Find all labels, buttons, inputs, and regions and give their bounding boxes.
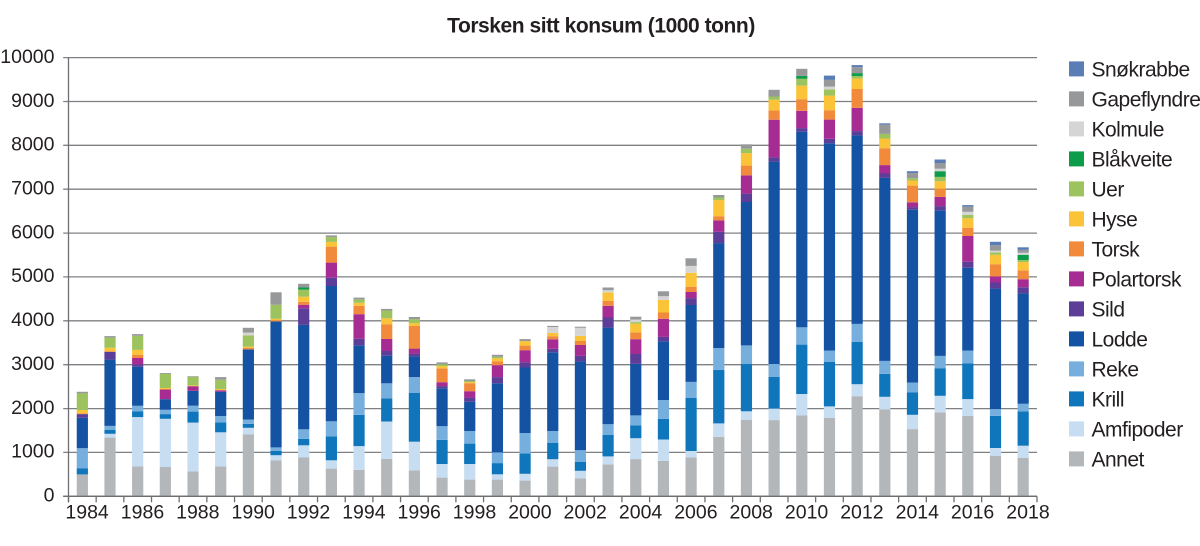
svg-text:Torsken sitt konsum (1000 tonn: Torsken sitt konsum (1000 tonn) — [447, 15, 755, 38]
svg-text:2000: 2000 — [508, 502, 552, 524]
svg-text:Uer: Uer — [1092, 178, 1125, 201]
svg-text:2016: 2016 — [951, 502, 994, 524]
svg-text:Torsk: Torsk — [1092, 238, 1141, 261]
svg-text:1988: 1988 — [176, 502, 219, 524]
svg-text:Reke: Reke — [1092, 358, 1139, 381]
svg-text:10000: 10000 — [0, 46, 54, 68]
svg-text:2008: 2008 — [730, 502, 773, 524]
svg-text:Snøkrabbe: Snøkrabbe — [1092, 58, 1190, 81]
svg-text:7000: 7000 — [11, 178, 55, 200]
svg-text:2004: 2004 — [619, 502, 663, 524]
svg-text:Annet: Annet — [1092, 448, 1145, 471]
svg-text:1992: 1992 — [287, 502, 330, 524]
svg-text:4000: 4000 — [11, 309, 55, 331]
svg-text:2018: 2018 — [1006, 502, 1049, 524]
svg-text:2012: 2012 — [840, 502, 883, 524]
svg-text:1984: 1984 — [65, 502, 109, 524]
svg-text:Krill: Krill — [1092, 388, 1125, 411]
svg-text:Polartorsk: Polartorsk — [1092, 268, 1183, 291]
svg-text:Gapeflyndre: Gapeflyndre — [1092, 88, 1200, 111]
svg-text:1998: 1998 — [453, 502, 496, 524]
svg-text:5000: 5000 — [11, 265, 55, 287]
svg-text:2002: 2002 — [564, 502, 607, 524]
svg-text:2006: 2006 — [674, 502, 717, 524]
svg-text:9000: 9000 — [11, 90, 55, 112]
svg-text:Sild: Sild — [1092, 298, 1125, 321]
svg-text:1990: 1990 — [232, 502, 276, 524]
svg-text:1000: 1000 — [11, 441, 55, 463]
svg-text:2010: 2010 — [785, 502, 829, 524]
svg-text:1986: 1986 — [121, 502, 164, 524]
svg-text:Kolmule: Kolmule — [1092, 118, 1164, 141]
svg-text:Hyse: Hyse — [1092, 208, 1138, 231]
svg-text:3000: 3000 — [11, 353, 55, 375]
svg-text:2014: 2014 — [896, 502, 940, 524]
svg-text:2000: 2000 — [11, 397, 55, 419]
svg-text:6000: 6000 — [11, 221, 55, 243]
svg-text:0: 0 — [44, 485, 55, 507]
svg-text:8000: 8000 — [11, 134, 55, 156]
svg-text:1994: 1994 — [342, 502, 386, 524]
svg-text:Blåkveite: Blåkveite — [1092, 148, 1173, 171]
svg-text:Amfipoder: Amfipoder — [1092, 418, 1184, 441]
svg-text:1996: 1996 — [398, 502, 441, 524]
svg-text:Lodde: Lodde — [1092, 328, 1148, 351]
